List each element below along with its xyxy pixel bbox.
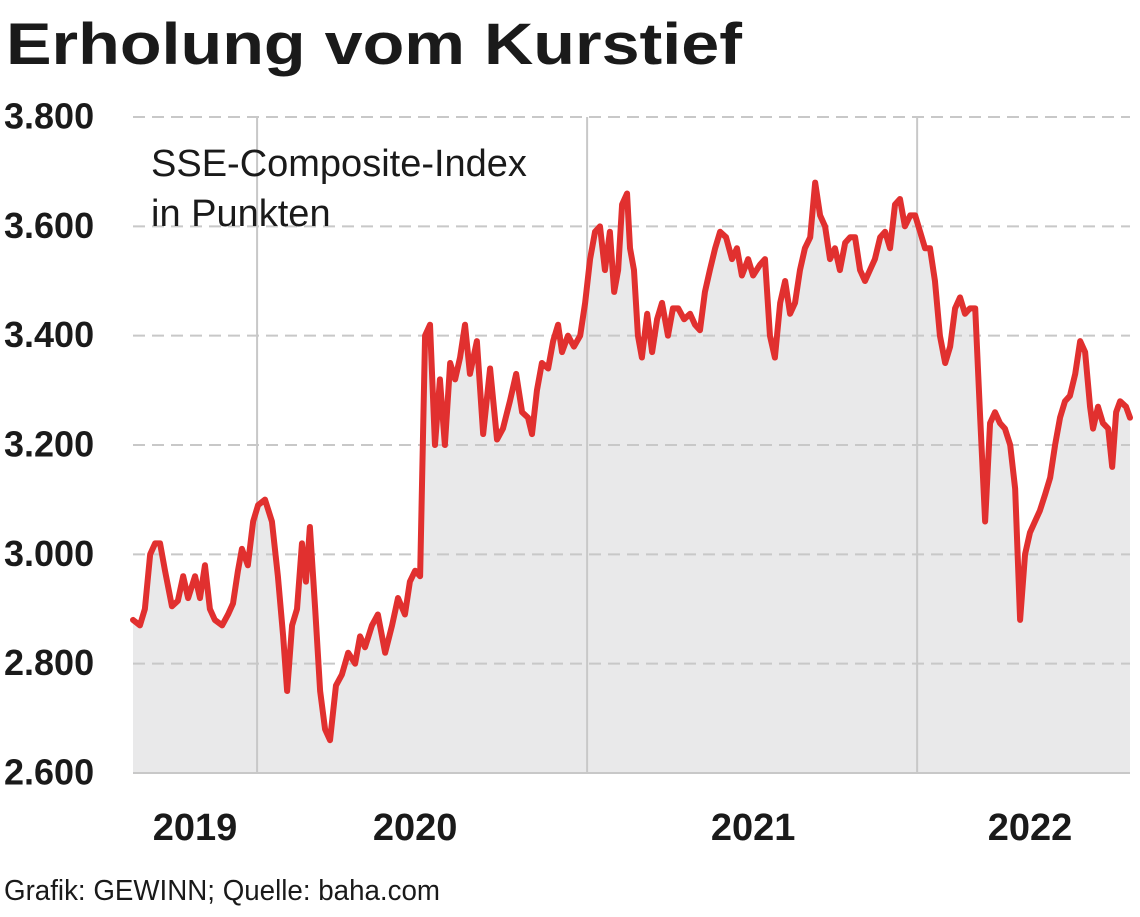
area <box>133 182 1130 774</box>
y-tick-label: 3.600 <box>4 205 94 246</box>
y-tick-label: 3.800 <box>4 96 94 137</box>
x-tick-label: 2021 <box>711 807 796 849</box>
chart-title: Erholung vom Kurstief <box>6 12 743 77</box>
annotation: in Punkten <box>151 193 331 235</box>
y-tick-label: 2.800 <box>4 642 94 683</box>
y-tick-label: 2.600 <box>4 752 94 793</box>
x-tick-label: 2022 <box>988 807 1073 849</box>
y-tick-label: 3.000 <box>4 533 94 574</box>
annotation: SSE-Composite-Index <box>151 143 527 185</box>
x-tick-label: 2020 <box>373 807 458 849</box>
y-tick-label: 3.400 <box>4 314 94 355</box>
x-tick-label: 2019 <box>153 807 238 849</box>
source: Grafik: GEWINN; Quelle: baha.com <box>4 875 440 907</box>
y-tick-label: 3.200 <box>4 424 94 465</box>
line <box>130 179 1133 744</box>
